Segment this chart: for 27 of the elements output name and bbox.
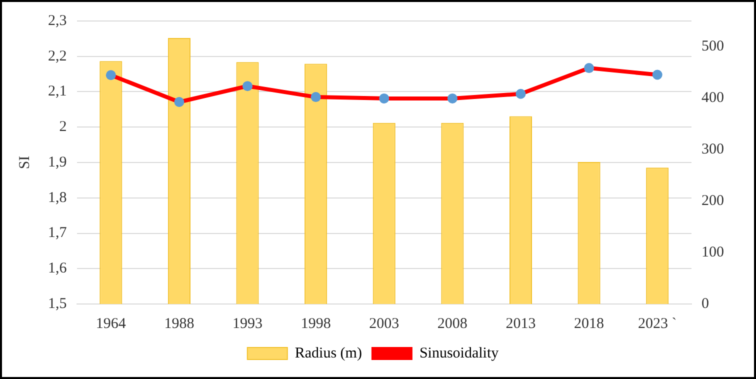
y-tick-label: 1,8 <box>48 190 67 206</box>
y2-tick-label: 200 <box>702 193 724 210</box>
x-tick-label: 1998 <box>300 316 331 332</box>
x-tick-label: 1993 <box>232 316 263 332</box>
y-tick-label: 1,7 <box>48 225 68 242</box>
y-tick-label: 2,2 <box>48 48 67 64</box>
y-axis-title: SI <box>16 156 33 170</box>
x-tick-label: 2013 <box>506 316 536 332</box>
x-tick-label: 2018 <box>574 316 604 332</box>
y-tick-label: 1,5 <box>48 296 67 312</box>
y2-tick-label: 400 <box>702 90 724 106</box>
y-tick-label: 1,6 <box>48 260 68 277</box>
y-tick-label: 2,3 <box>48 12 67 29</box>
y-tick-label: 2,1 <box>48 84 67 100</box>
x-tick-label: 1988 <box>164 316 194 332</box>
y2-tick-label: 100 <box>702 244 724 260</box>
y2-tick-label: 500 <box>702 38 724 55</box>
x-tick-label: 1964 <box>96 316 126 332</box>
legend-label: Radius (m) <box>294 345 362 362</box>
x-tick-label: 2023 ` <box>638 316 677 332</box>
y2-tick-label: 300 <box>702 142 724 158</box>
y-tick-label: 2 <box>59 119 67 136</box>
x-tick-label: 2003 <box>369 316 400 332</box>
y2-tick-label: 0 <box>702 296 709 312</box>
y-tick-label: 1,9 <box>48 154 67 170</box>
x-tick-label: 2008 <box>437 316 468 332</box>
legend-label: Sinusoidality <box>419 345 500 362</box>
